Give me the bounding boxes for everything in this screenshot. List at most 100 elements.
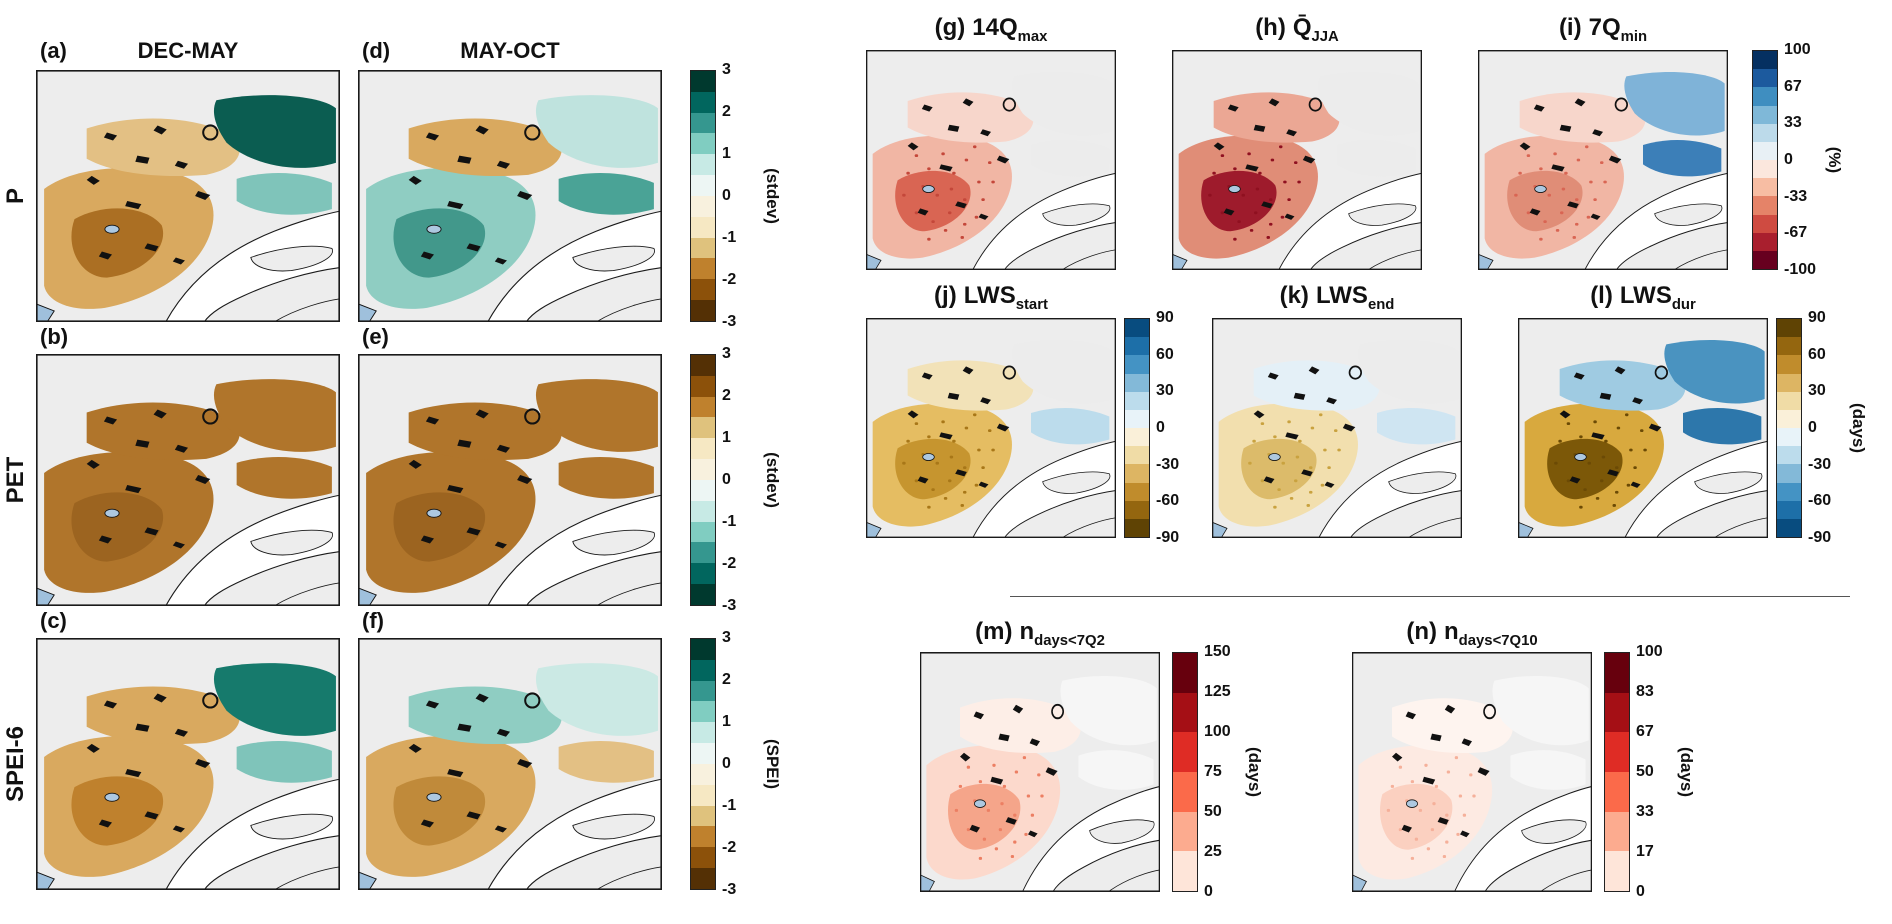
- map-panel-m: [920, 652, 1160, 892]
- panel-frame: [920, 652, 1160, 892]
- colorbar-segment: [691, 71, 715, 92]
- colorbar-tick-label: -30: [1156, 455, 1180, 473]
- colorbar-unit-label: (SPEI): [763, 738, 782, 790]
- panel-title-j: (j) LWSstart: [866, 282, 1116, 312]
- manicouagan-reservoir: [202, 124, 219, 141]
- anomaly-field-inner: [393, 492, 486, 562]
- anomaly-field-midright: [558, 457, 654, 499]
- map-panel-n: [1352, 652, 1592, 892]
- map-canvas: [358, 638, 662, 890]
- gaspe-peninsula: [1042, 203, 1111, 226]
- colorbar-segment: [691, 563, 715, 585]
- colorbar-tick-label: 25: [1204, 843, 1222, 860]
- colorbar-segment: [1173, 851, 1197, 892]
- lake-corner: [866, 253, 882, 270]
- south-shore: [1673, 249, 1728, 270]
- panel-title-g: (g) 14Qmax: [866, 14, 1116, 44]
- colorbar-segment: [1605, 851, 1629, 892]
- manicouagan-reservoir: [1308, 97, 1322, 112]
- map-canvas: [1212, 318, 1462, 538]
- colorbar-segment: [1753, 105, 1777, 124]
- colorbar-segment: [1753, 87, 1777, 106]
- colorbar-segment: [1777, 500, 1801, 519]
- anomaly-field-north: [86, 686, 240, 745]
- anomaly-field-northeast: [213, 663, 336, 736]
- lake-corner: [1478, 253, 1494, 270]
- colorbar-segment: [691, 154, 715, 176]
- catchment-speckle: [954, 756, 1044, 860]
- gaspe-peninsula: [1654, 203, 1723, 226]
- south-shore: [1539, 869, 1592, 892]
- panel-title-m: (m) ndays<7Q2: [920, 618, 1160, 648]
- colorbar-segment: [1777, 464, 1801, 483]
- manicouagan-reservoir: [1348, 365, 1362, 380]
- colorbar-segment: [691, 237, 715, 259]
- colorbar-segment: [1173, 692, 1197, 733]
- colorbar-ticks: 3 2 1 0 -1 -2 -3: [722, 61, 778, 330]
- colorbar-n7q10: 100 83 67 50 33 17 0 (days): [1604, 643, 1696, 900]
- colorbar-lws-dur: 90 60 30 0 -30 -60 -90 (days): [1776, 309, 1868, 546]
- colorbar-segment: [691, 175, 715, 196]
- colorbar-unit-label: (stdev): [763, 168, 782, 224]
- south-shore: [1367, 249, 1422, 270]
- colorbar-segment: [1753, 51, 1777, 70]
- colorbar-tick-label: -30: [1808, 455, 1832, 473]
- colorbar-tick-label: 67: [1784, 77, 1802, 95]
- manicouagan-reservoir: [1002, 97, 1016, 112]
- panel-tag-n: (n): [1406, 618, 1437, 645]
- colorbar-tick-label: -3: [722, 881, 737, 898]
- panel-title-g-main: 14Q: [972, 14, 1018, 41]
- anomaly-field-midright: [236, 457, 332, 499]
- south-shore: [1407, 517, 1462, 538]
- lake-blue: [1574, 453, 1587, 461]
- colorbar-segment: [691, 91, 715, 113]
- colorbar-segment: [1753, 250, 1777, 270]
- anomaly-field-midright: [1078, 750, 1154, 790]
- colorbar-segment: [1605, 653, 1629, 693]
- map-canvas: [36, 354, 340, 606]
- lake-corner: [1212, 521, 1228, 538]
- anomaly-field-northeast: [213, 95, 336, 168]
- lake-blue: [1228, 185, 1241, 193]
- lake-blue: [104, 224, 120, 234]
- manicouagan-reservoir: [524, 692, 541, 709]
- colorbar-segment: [691, 847, 715, 869]
- manicouagan-reservoir: [202, 692, 219, 709]
- anomaly-field-midright: [1031, 407, 1110, 445]
- panel-title-m-main: n: [1019, 618, 1035, 645]
- colorbar-segment: [1125, 446, 1149, 465]
- anomaly-field-north: [408, 118, 562, 177]
- south-shore: [1061, 249, 1116, 270]
- panel-tag-c: (c): [40, 608, 67, 633]
- anomaly-field-midright: [236, 741, 332, 783]
- panel-frame: [36, 70, 340, 322]
- map-canvas: [358, 70, 662, 322]
- map-canvas: [920, 652, 1160, 892]
- colorbar-segment: [691, 417, 715, 439]
- colorbar-unit-label: (days): [1677, 746, 1696, 798]
- anomaly-field-northeast: [535, 379, 658, 452]
- anomaly-field-northeast: [1060, 675, 1157, 746]
- anomaly-field-northeast: [1624, 71, 1725, 136]
- row-label-pet: PET: [2, 456, 29, 504]
- anomaly-field-north: [960, 698, 1081, 754]
- anomaly-field-northeast: [213, 379, 336, 452]
- panel-title-n-sub: days<7Q10: [1458, 632, 1538, 649]
- panel-frame: [358, 638, 662, 890]
- colorbar-ticks: 150 125 100 75 50 25 0: [1204, 643, 1260, 900]
- colorbar-segment: [691, 659, 715, 681]
- colorbar-segment: [1173, 811, 1197, 852]
- colorbar-segment: [1125, 500, 1149, 519]
- colorbar-segment: [691, 680, 715, 702]
- anomaly-field-northeast: [1012, 339, 1113, 404]
- panel-tag-a: (a): [40, 38, 67, 63]
- colorbar-tick-label: -2: [722, 555, 737, 572]
- catchment-speckle: [1248, 413, 1341, 509]
- lake-corner: [1172, 253, 1188, 270]
- colorbar-unit-label: (%): [1825, 146, 1844, 174]
- colorbar-tick-label: -2: [722, 839, 737, 856]
- colorbar-tick-label: 83: [1636, 682, 1654, 700]
- colorbar-segment: [1777, 518, 1801, 538]
- anomaly-field-north: [1519, 92, 1646, 143]
- colorbar-segment: [1173, 732, 1197, 773]
